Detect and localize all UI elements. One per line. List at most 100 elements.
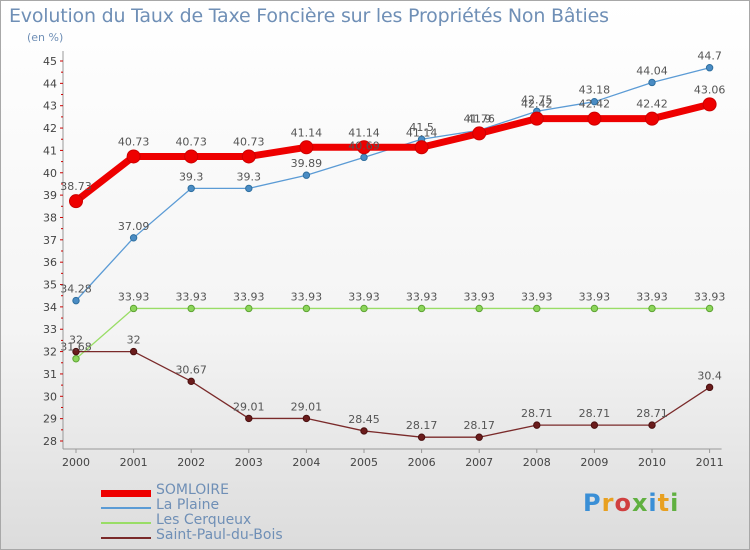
point-les-cerqueux: [72, 355, 80, 363]
x-tick-label: 2003: [235, 456, 263, 469]
point-somloire: [184, 149, 199, 164]
point-la-plaine: [590, 97, 599, 106]
point-la-plaine: [245, 184, 253, 193]
data-label-saint-paul-du-bois: 30.4: [697, 369, 722, 382]
y-tick-label: 42: [43, 122, 57, 135]
data-label-la-plaine: 37.09: [118, 220, 150, 233]
point-saint-paul-du-bois: [72, 347, 80, 356]
point-les-cerqueux: [245, 304, 253, 313]
series-line-la-plaine: [75, 67, 711, 302]
point-saint-paul-du-bois: [417, 433, 426, 441]
y-minor-tick: [61, 295, 63, 297]
point-saint-paul-du-bois: [360, 427, 368, 435]
point-les-cerqueux: [129, 304, 138, 313]
y-minor-tick: [61, 406, 63, 408]
point-la-plaine: [705, 64, 714, 72]
point-somloire: [472, 126, 487, 141]
y-tick-label: 33: [43, 323, 57, 336]
y-minor-tick: [61, 116, 63, 118]
y-minor-tick: [61, 429, 63, 431]
series-line-les-cerqueux: [75, 307, 711, 360]
y-minor-tick: [61, 339, 63, 341]
series-line-saint-paul-du-bois: [75, 350, 711, 438]
data-label-la-plaine: 39.3: [237, 170, 262, 183]
data-label-la-plaine: 43.18: [579, 84, 611, 97]
logo-letter: t: [657, 489, 671, 517]
y-tick-label: 40: [43, 167, 57, 180]
x-tick-label: 2011: [696, 456, 724, 469]
point-la-plaine: [648, 78, 656, 87]
point-les-cerqueux: [475, 304, 483, 313]
y-minor-tick: [61, 94, 63, 96]
data-label-somloire: 41.76: [463, 112, 495, 125]
point-la-plaine: [187, 184, 195, 193]
data-label-saint-paul-du-bois: 28.71: [579, 407, 611, 420]
legend-swatch: [101, 507, 151, 509]
point-saint-paul-du-bois: [302, 414, 311, 423]
data-label-somloire: 40.73: [233, 135, 265, 148]
point-saint-paul-du-bois: [590, 421, 599, 429]
legend-label: Saint-Paul-du-Bois: [156, 527, 283, 543]
point-les-cerqueux: [417, 304, 426, 313]
y-tick-label: 43: [43, 100, 57, 113]
point-somloire: [241, 149, 256, 164]
data-label-la-plaine: 44.7: [697, 50, 722, 63]
point-somloire: [587, 111, 602, 126]
point-la-plaine: [72, 296, 80, 305]
point-saint-paul-du-bois: [475, 433, 483, 441]
y-minor-tick: [61, 205, 63, 207]
point-saint-paul-du-bois: [533, 421, 541, 429]
data-label-les-cerqueux: 33.93: [291, 290, 323, 303]
point-somloire: [702, 97, 717, 112]
logo-letter: x: [631, 489, 649, 517]
y-minor-tick: [61, 161, 63, 163]
data-label-les-cerqueux: 33.93: [636, 290, 668, 303]
legend-swatch: [101, 522, 151, 524]
point-les-cerqueux: [302, 304, 311, 313]
y-minor-tick: [61, 250, 63, 252]
point-somloire: [357, 140, 371, 155]
data-label-somloire: 38.73: [60, 180, 92, 193]
point-les-cerqueux: [648, 304, 656, 313]
x-tick-label: 2004: [292, 456, 320, 469]
data-label-saint-paul-du-bois: 32: [127, 334, 141, 347]
point-saint-paul-du-bois: [129, 347, 138, 356]
data-label-les-cerqueux: 33.93: [463, 290, 495, 303]
data-label-saint-paul-du-bois: 28.71: [521, 407, 553, 420]
y-tick-label: 34: [43, 301, 57, 314]
point-les-cerqueux: [187, 304, 195, 313]
logo-letter: i: [648, 489, 658, 517]
data-label-la-plaine: 40.69: [348, 139, 380, 152]
data-label-les-cerqueux: 33.93: [406, 290, 438, 303]
y-minor-tick: [61, 138, 63, 140]
point-somloire: [69, 194, 83, 209]
data-label-somloire: 41.14: [406, 126, 438, 139]
legend-swatch: [101, 489, 151, 497]
point-somloire: [126, 149, 141, 164]
line-chart: 28 29 30 31 32 33 34 35 36 37 38 39 40 41 42 43 44 45 2000…: [43, 50, 725, 469]
point-les-cerqueux: [590, 304, 599, 313]
data-label-saint-paul-du-bois: 28.17: [406, 419, 438, 432]
logo-letter: o: [614, 489, 632, 517]
data-label-saint-paul-du-bois: 28.45: [348, 413, 380, 426]
series-line-somloire: [72, 100, 714, 205]
point-la-plaine: [360, 153, 368, 162]
data-label-saint-paul-du-bois: 32: [69, 334, 83, 347]
legend-label: La Plaine: [156, 497, 220, 513]
point-la-plaine: [302, 171, 311, 179]
x-tick-label: 2007: [465, 456, 493, 469]
data-label-somloire: 41.14: [348, 126, 380, 139]
y-tick-label: 29: [43, 413, 57, 426]
y-tick-label: 31: [43, 368, 57, 381]
data-label-la-plaine: 39.89: [291, 157, 323, 170]
point-saint-paul-du-bois: [705, 383, 714, 392]
x-tick-label: 2001: [120, 456, 148, 469]
data-label-la-plaine: 44.04: [636, 64, 668, 77]
logo-letter: P: [583, 489, 602, 517]
point-la-plaine: [129, 234, 138, 242]
data-label-la-plaine: 42.75: [521, 93, 553, 106]
data-label-somloire: 40.73: [175, 135, 207, 148]
y-tick-label: 32: [43, 346, 57, 359]
x-tick-label: 2002: [177, 456, 205, 469]
